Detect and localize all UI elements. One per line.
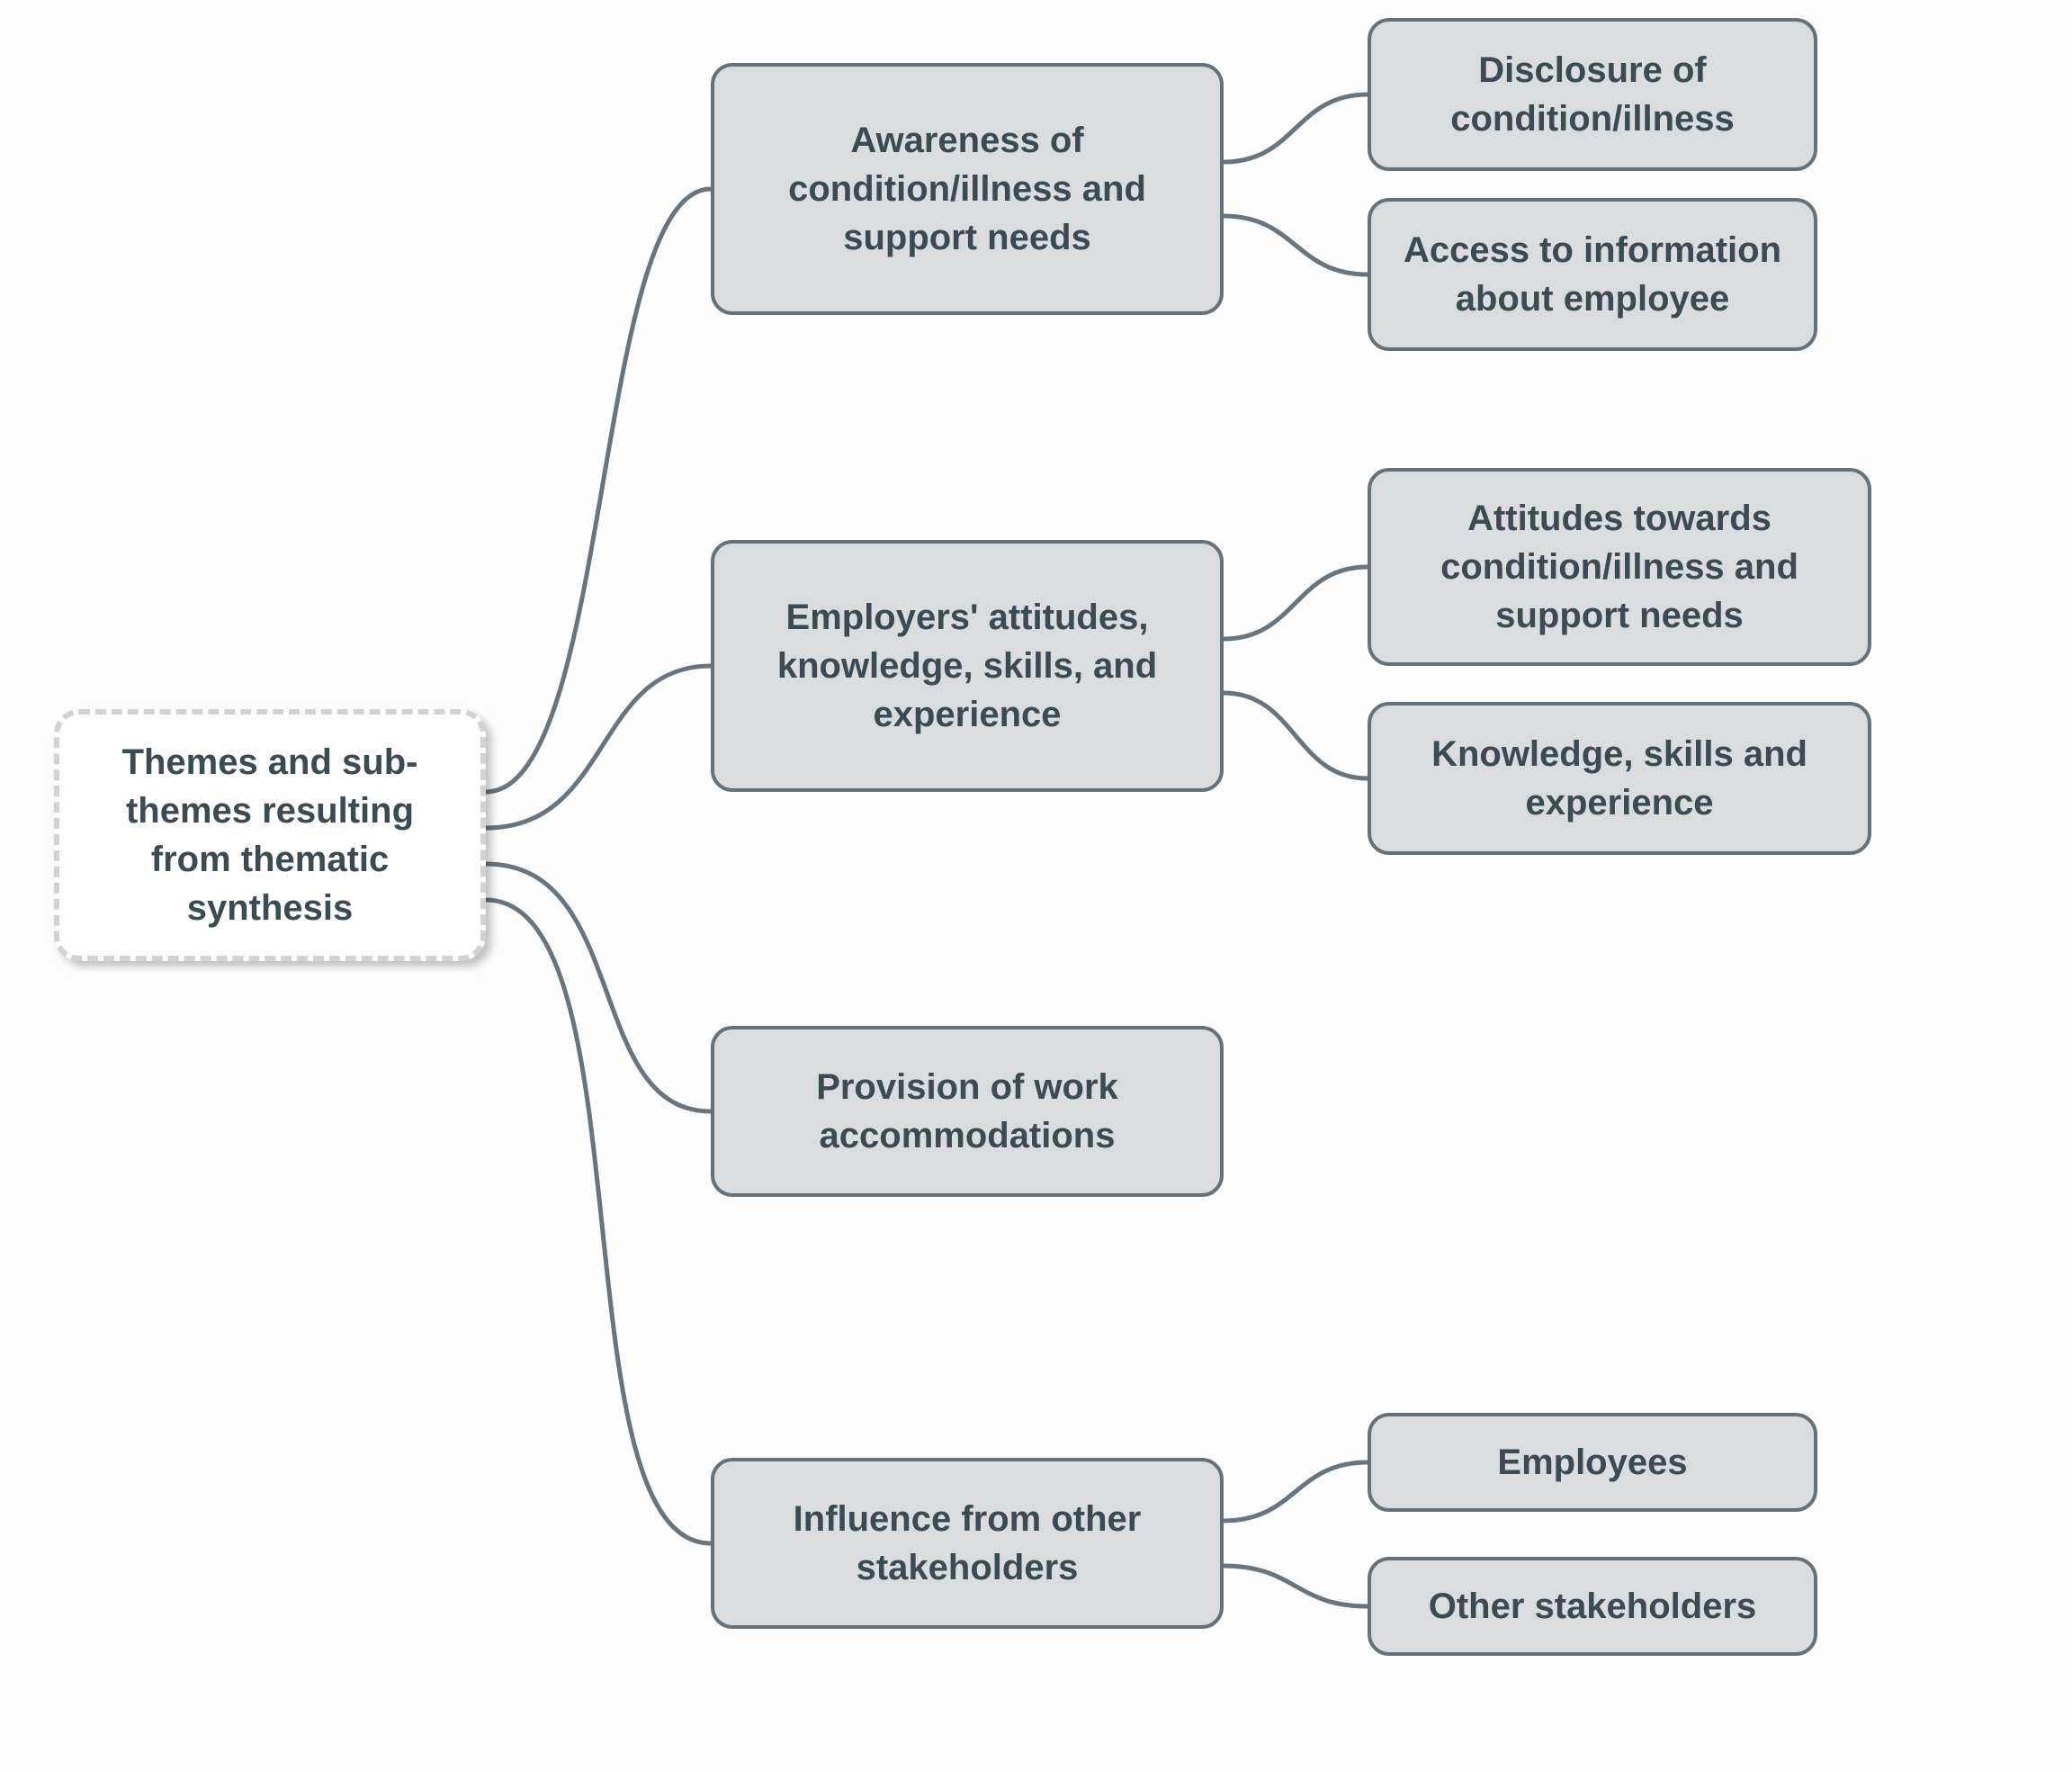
edge-awareness-disclosure [1224, 94, 1368, 162]
edge-root-employers [486, 666, 711, 828]
edge-employers-knowledge [1224, 693, 1368, 778]
edge-awareness-access [1224, 216, 1368, 274]
sub-disclosure-label: Disclosure of condition/illness [1396, 46, 1789, 143]
sub-access-info: Access to information about employee [1368, 198, 1817, 351]
theme-provision-label: Provision of work accommodations [740, 1063, 1195, 1160]
theme-influence: Influence from other stakeholders [711, 1458, 1224, 1629]
sub-attitudes: Attitudes towards condition/illness and … [1368, 468, 1871, 666]
theme-provision: Provision of work accommodations [711, 1026, 1224, 1197]
edge-influence-other [1224, 1566, 1368, 1606]
theme-employers: Employers' attitudes, knowledge, skills,… [711, 540, 1224, 792]
theme-awareness: Awareness of condition/illness and suppo… [711, 63, 1224, 315]
sub-access-info-label: Access to information about employee [1396, 226, 1789, 323]
theme-influence-label: Influence from other stakeholders [740, 1495, 1195, 1592]
sub-employees: Employees [1368, 1413, 1817, 1512]
sub-attitudes-label: Attitudes towards condition/illness and … [1396, 494, 1843, 640]
diagram-canvas: Themes and sub-themes resulting from the… [0, 0, 2072, 1771]
sub-employees-label: Employees [1497, 1438, 1687, 1487]
edge-root-awareness [486, 189, 711, 792]
theme-awareness-label: Awareness of condition/illness and suppo… [740, 116, 1195, 262]
edge-employers-attitudes [1224, 567, 1368, 639]
edge-influence-employees [1224, 1462, 1368, 1521]
sub-knowledge: Knowledge, skills and experience [1368, 702, 1871, 855]
theme-employers-label: Employers' attitudes, knowledge, skills,… [740, 593, 1195, 739]
sub-disclosure: Disclosure of condition/illness [1368, 18, 1817, 171]
root-node: Themes and sub-themes resulting from the… [54, 709, 486, 961]
root-label: Themes and sub-themes resulting from the… [85, 738, 455, 932]
sub-other-stakeholders-label: Other stakeholders [1429, 1582, 1757, 1631]
sub-other-stakeholders: Other stakeholders [1368, 1557, 1817, 1656]
edge-root-provision [486, 864, 711, 1111]
sub-knowledge-label: Knowledge, skills and experience [1396, 730, 1843, 827]
edge-root-influence [486, 900, 711, 1543]
